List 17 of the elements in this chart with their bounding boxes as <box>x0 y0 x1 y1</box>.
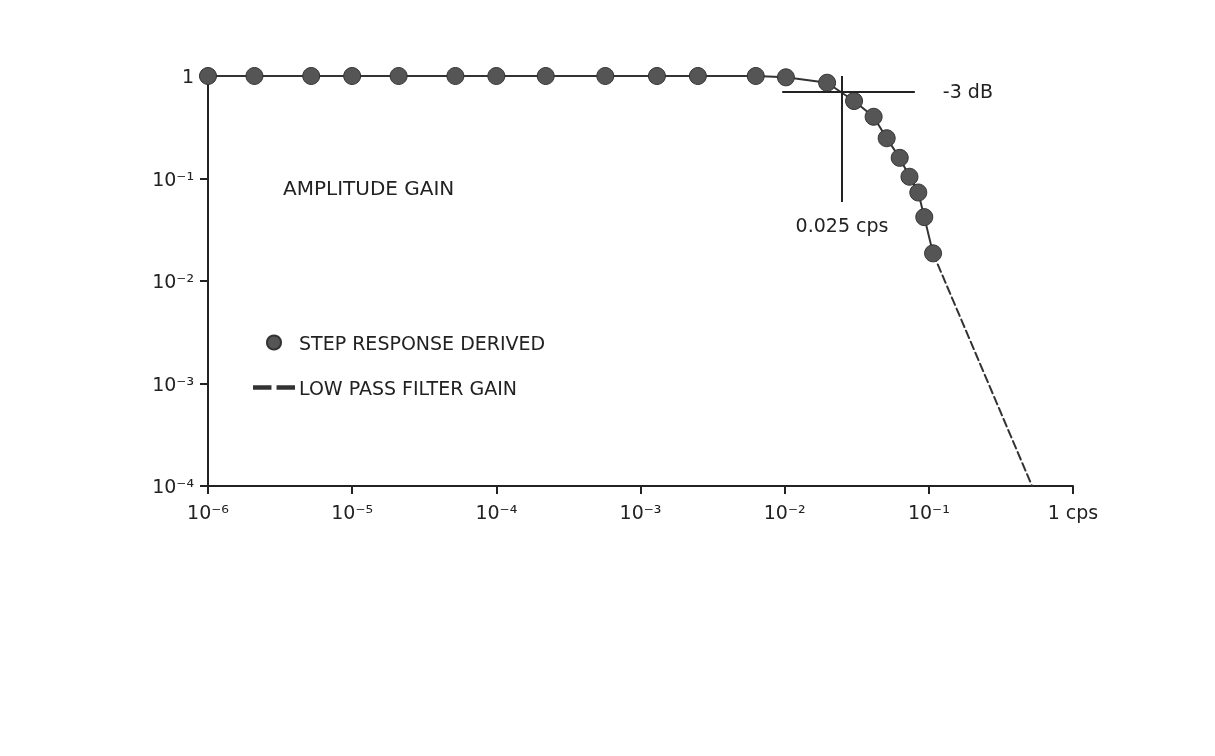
y-tick-label: 10⁻³ <box>152 372 194 395</box>
y-tick-label: 10⁻¹ <box>152 167 194 190</box>
y-tick-label: 1 <box>181 65 194 87</box>
ref-line-label: -3 dB <box>942 80 993 103</box>
x-tick-label: 10⁻¹ <box>907 500 950 523</box>
x-tick-label: 10⁻⁵ <box>331 500 374 523</box>
legend-label: LOW PASS FILTER GAIN <box>299 376 517 399</box>
x-tick-label: 10⁻⁶ <box>187 500 229 523</box>
legend-label: STEP RESPONSE DERIVED <box>299 331 546 354</box>
y-tick-label: 10⁻⁴ <box>152 475 195 497</box>
x-tick-label: 10⁻⁴ <box>475 500 518 523</box>
text: AMPLITUDE GAIN <box>283 176 455 200</box>
x-tick-label: 1 cps <box>1047 500 1099 523</box>
ref-line-label: 0.025 cps <box>795 214 889 237</box>
x-tick-label: 10⁻³ <box>619 500 662 523</box>
y-tick-label: 10⁻² <box>152 270 194 292</box>
x-tick-label: 10⁻² <box>763 500 806 523</box>
